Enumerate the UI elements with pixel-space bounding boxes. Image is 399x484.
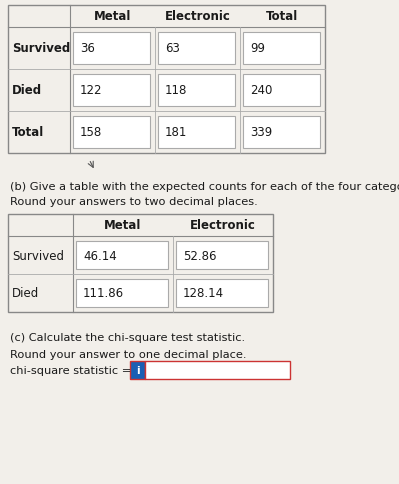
Text: Electronic: Electronic [190,219,256,232]
Text: Electronic: Electronic [164,11,231,23]
Text: Metal: Metal [94,11,131,23]
Bar [243,117,320,149]
Bar [243,33,320,65]
Text: Died: Died [12,287,39,300]
Bar [76,242,168,270]
Bar [73,33,150,65]
Text: Total: Total [12,126,44,139]
Text: 240: 240 [250,84,273,97]
Bar [158,75,235,107]
Text: 128.14: 128.14 [183,287,224,300]
Text: 122: 122 [80,84,103,97]
Text: 181: 181 [165,126,188,139]
Bar [176,242,268,270]
Bar [130,361,145,379]
Text: 52.86: 52.86 [183,249,217,262]
Bar [73,117,150,149]
Text: 46.14: 46.14 [83,249,117,262]
Bar [145,361,290,379]
Bar [158,33,235,65]
Bar [73,75,150,107]
Text: Total: Total [267,11,298,23]
Text: 63: 63 [165,43,180,55]
Bar [8,214,273,312]
Text: 339: 339 [250,126,272,139]
Text: Round your answer to one decimal place.: Round your answer to one decimal place. [10,349,247,359]
Bar [158,117,235,149]
Text: 36: 36 [80,43,95,55]
Text: Round your answers to two decimal places.: Round your answers to two decimal places… [10,197,258,207]
Bar [176,279,268,307]
Text: chi-square statistic =: chi-square statistic = [10,365,135,375]
Bar [76,279,168,307]
Text: Survived: Survived [12,43,70,55]
Text: Survived: Survived [12,249,64,262]
Text: i: i [136,365,139,375]
Bar [243,75,320,107]
Text: 158: 158 [80,126,102,139]
Bar [8,6,325,154]
Text: Metal: Metal [104,219,142,232]
Text: Died: Died [12,84,42,97]
Text: 111.86: 111.86 [83,287,124,300]
Text: (c) Calculate the chi-square test statistic.: (c) Calculate the chi-square test statis… [10,333,245,342]
Text: 99: 99 [250,43,265,55]
Text: (b) Give a table with the expected counts for each of the four categories.: (b) Give a table with the expected count… [10,182,399,192]
Text: 118: 118 [165,84,188,97]
